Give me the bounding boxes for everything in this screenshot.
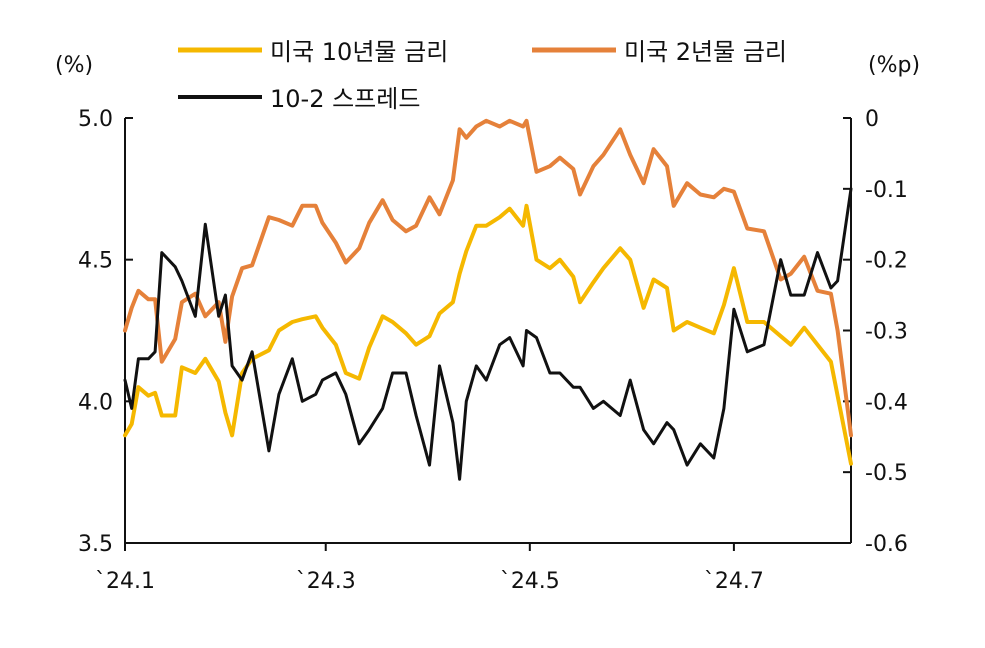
x-axis-ticks: `24.1 `24.3 `24.5 `24.7	[95, 543, 764, 594]
legend: 미국 10년물 금리 미국 2년물 금리 10-2 스프레드	[178, 38, 787, 113]
legend-label-2y: 미국 2년물 금리	[624, 38, 787, 66]
right-tick-label: -0.5	[865, 461, 908, 486]
x-tick-label: `24.5	[500, 569, 560, 594]
legend-label-spread: 10-2 스프레드	[270, 85, 420, 113]
series-line-10y	[123, 203, 853, 466]
left-tick-label: 4.5	[78, 249, 113, 274]
left-tick-label: 4.0	[78, 390, 113, 415]
x-tick-label: `24.7	[704, 569, 764, 594]
left-tick-label: 5.0	[78, 107, 113, 132]
right-tick-label: -0.6	[865, 532, 908, 557]
series-layer	[123, 118, 853, 481]
left-tick-label: 3.5	[78, 532, 113, 557]
left-axis-unit: (%)	[55, 53, 93, 78]
x-tick-label: `24.1	[95, 569, 155, 594]
series-line-spread	[123, 187, 853, 481]
right-tick-label: -0.3	[865, 320, 908, 345]
right-axis-ticks: -0.6 -0.5 -0.4 -0.3 -0.2 -0.1 0	[843, 107, 908, 557]
legend-label-10y: 미국 10년물 금리	[270, 38, 448, 66]
right-tick-label: -0.1	[865, 178, 908, 203]
right-tick-label: -0.4	[865, 390, 908, 415]
x-tick-label: `24.3	[296, 569, 356, 594]
right-axis-unit: (%p)	[868, 53, 920, 78]
right-tick-label: -0.2	[865, 249, 908, 274]
left-axis-ticks: 3.5 4.0 4.5 5.0	[78, 107, 133, 557]
right-tick-label: 0	[865, 107, 879, 132]
series-line-2y	[123, 118, 853, 438]
